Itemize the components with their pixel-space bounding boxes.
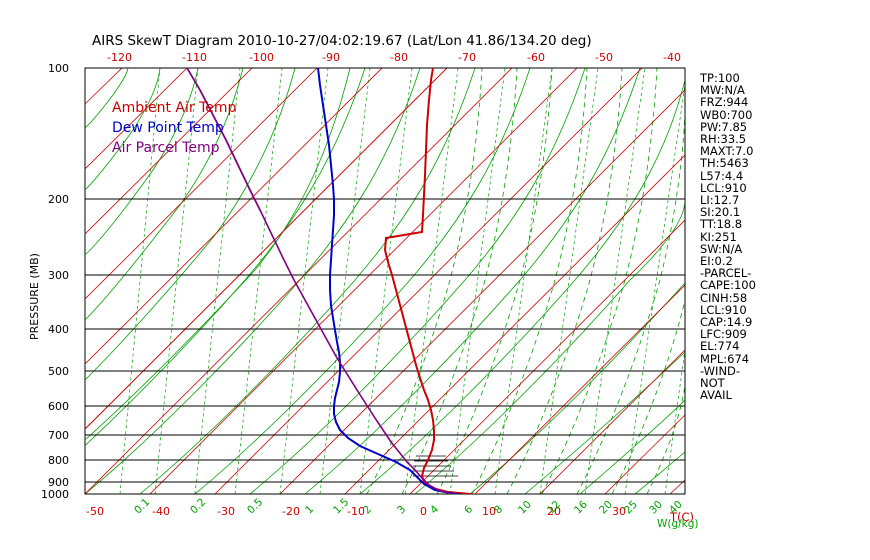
mixratio-tick: 4 (428, 503, 442, 517)
stat-item: EI:0.2 (700, 254, 733, 269)
stat-item: TP:100 (700, 71, 740, 85)
stat-item: CINH:58 (700, 290, 748, 305)
stat-item: LI:12.7 (700, 193, 740, 208)
mixratio-tick: 30 (647, 498, 665, 517)
bottom-tick-3: -20 (282, 505, 300, 518)
top-tick-3: -90 (322, 51, 340, 64)
top-tick-2: -100 (249, 51, 274, 64)
top-tick-4: -80 (390, 51, 408, 64)
top-tick-5: -70 (458, 51, 476, 64)
top-temp-axis: -120 -110 -100 -90 -80 -70 -60 -50 -40 (0, 51, 870, 65)
stat-item: L57:4.4 (700, 168, 744, 183)
mixratio-tick: 2 (361, 503, 375, 517)
pressure-tick-700: 700 (48, 429, 69, 442)
top-tick-0: -120 (107, 51, 132, 64)
bottom-temp-axis: -50 -40 -30 -20 -10 0 10 20 30 T(C) (0, 505, 870, 525)
mixratio-tick: 1.5 (331, 496, 352, 517)
stat-item: AVAIL (700, 388, 732, 403)
mixratio-tick: 1 (303, 503, 317, 517)
stat-item: WB0:700 (700, 107, 753, 122)
bottom-tick-1: -40 (152, 505, 170, 518)
bottom-tick-6: 10 (482, 505, 496, 518)
pressure-tick-400: 400 (48, 323, 69, 336)
legend-item-ambient: Ambient Air Temp (112, 100, 237, 116)
stat-item: EL:774 (700, 339, 740, 354)
mixratio-tick: 25 (622, 498, 640, 517)
legend-item-dewpoint: Dew Point Temp (112, 120, 224, 136)
pressure-tick-500: 500 (48, 365, 69, 378)
bottom-tick-7: 20 (547, 505, 561, 518)
stat-item: LCL:910 (700, 302, 747, 317)
bottom-tick-5: 0 (420, 505, 427, 518)
legend: Ambient Air Temp Dew Point Temp Air Parc… (112, 100, 236, 156)
stat-item: SW:N/A (700, 241, 743, 256)
mixratio-tick: 40 (667, 498, 685, 517)
top-tick-8: -40 (663, 51, 681, 64)
mixratio-tick: 3 (395, 503, 409, 517)
mixratio-tick: 0.1 (132, 496, 153, 517)
stat-item: TH:5463 (700, 156, 749, 171)
pressure-tick-300: 300 (48, 269, 69, 282)
top-tick-6: -60 (527, 51, 545, 64)
stat-item: CAP:14.9 (700, 315, 753, 330)
stat-item: KI:251 (700, 229, 737, 244)
mixratio-tick: 10 (516, 498, 534, 517)
mixratio-tick: 0.5 (245, 496, 266, 517)
pressure-tick-600: 600 (48, 400, 69, 413)
stat-item: SI:20.1 (700, 205, 741, 220)
bottom-temp-axis-label: T(C) (670, 510, 695, 524)
stat-item: LFC:909 (700, 327, 747, 342)
mixing-ratio-axis-label: W(g/kg) (657, 518, 699, 530)
stat-item: PW:7.85 (700, 119, 748, 134)
stat-item: FRZ:944 (700, 95, 749, 110)
bottom-tick-8: 30 (612, 505, 626, 518)
legend-item-parcel: Air Parcel Temp (112, 140, 220, 156)
stat-item: CAPE:100 (700, 278, 756, 293)
stat-item: TT:18.8 (700, 217, 743, 232)
pressure-tick-200: 200 (48, 193, 69, 206)
bottom-tick-0: -50 (86, 505, 104, 518)
pressure-axis: 100 200 300 400 500 600 700 800 900 1000 (0, 0, 85, 560)
mixratio-tick: 12 (545, 498, 563, 517)
stat-item: LCL:910 (700, 180, 747, 195)
stat-item: -PARCEL- (700, 266, 752, 281)
mixratio-tick: 8 (492, 503, 506, 517)
mixratio-tick: 0.2 (188, 496, 209, 517)
stat-item: -WIND- (700, 363, 741, 378)
pressure-tick-100: 100 (48, 62, 69, 75)
top-tick-7: -50 (595, 51, 613, 64)
pressure-tick-900: 900 (48, 476, 69, 489)
stat-item: MPL:674 (700, 351, 750, 366)
pressure-tick-800: 800 (48, 454, 69, 467)
mixratio-tick: 20 (597, 498, 615, 517)
bottom-tick-4: -10 (347, 505, 365, 518)
stat-item: MW:N/A (700, 83, 745, 98)
bottom-tick-2: -30 (217, 505, 235, 518)
top-tick-1: -110 (182, 51, 207, 64)
mixratio-tick: 6 (462, 503, 476, 517)
stat-item: NOT (700, 376, 725, 391)
stat-item: RH:33.5 (700, 132, 747, 147)
page-title: AIRS SkewT Diagram 2010-10-27/04:02:19.6… (92, 33, 592, 49)
pressure-tick-1000: 1000 (41, 488, 69, 501)
stat-item: MAXT:7.0 (700, 144, 754, 159)
mixratio-tick: 16 (572, 498, 590, 517)
stats-panel: TP:100 MW:N/A FRZ:944 WB0:700 PW:7.85 RH… (700, 71, 756, 403)
